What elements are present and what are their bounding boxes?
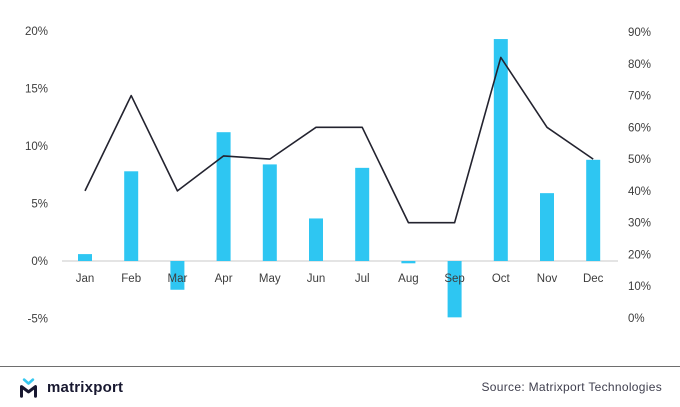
- bar-nov: [540, 193, 554, 261]
- right-axis-tick-label: 50%: [628, 154, 651, 166]
- right-axis-tick-label: 80%: [628, 59, 651, 71]
- left-axis-tick-label: 5%: [31, 199, 48, 211]
- bar-dec: [586, 159, 601, 261]
- bar-apr: [216, 132, 231, 261]
- month-label-mar: Mar: [167, 273, 187, 285]
- left-axis-tick-label: 10%: [25, 141, 48, 153]
- right-axis-tick-label: 20%: [628, 249, 651, 261]
- month-label-dec: Dec: [583, 273, 604, 285]
- right-axis-tick-label: 0%: [628, 313, 645, 325]
- month-label-jul: Jul: [355, 273, 370, 285]
- combo-chart: 20% 15% 10% 5% 0% -5% 90% 80% 70% 60% 50% 40% 30% 20%…: [25, 26, 651, 326]
- right-axis-tick-label: 70%: [628, 91, 651, 103]
- bar-mar: [170, 261, 185, 290]
- matrixport-logo-icon: [20, 377, 37, 398]
- month-label-aug: Aug: [398, 273, 418, 285]
- month-label-sep: Sep: [444, 273, 464, 285]
- bar-jul: [355, 167, 370, 261]
- right-axis-tick-label: 60%: [628, 122, 651, 134]
- bar-aug: [401, 261, 416, 264]
- left-axis-tick-label: 0%: [31, 256, 48, 268]
- month-label-feb: Feb: [121, 273, 141, 285]
- bar-sep: [447, 261, 462, 318]
- right-axis-tick-label: 30%: [628, 218, 651, 230]
- matrixport-brand: matrixport: [18, 377, 123, 398]
- left-axis-tick-label: 15%: [25, 84, 48, 96]
- matrixport-logo-text: matrixport: [47, 378, 124, 396]
- bar-jan: [78, 254, 92, 261]
- bar-oct: [493, 39, 508, 261]
- bar-feb: [124, 171, 139, 261]
- trend-line: [84, 56, 594, 224]
- right-axis-tick-label: 10%: [628, 281, 651, 293]
- month-label-jun: Jun: [307, 273, 326, 285]
- month-label-oct: Oct: [492, 273, 511, 285]
- right-axis-tick-label: 90%: [628, 27, 651, 39]
- bar-may: [262, 164, 277, 261]
- right-axis-tick-label: 40%: [628, 186, 651, 198]
- left-axis-tick-label: -5%: [28, 314, 48, 326]
- bar-jun: [309, 218, 323, 261]
- month-label-jan: Jan: [76, 273, 95, 285]
- footer: matrixport Source: Matrixport Technologi…: [0, 366, 680, 407]
- month-label-may: May: [259, 273, 281, 285]
- left-axis-tick-label: 20%: [25, 26, 48, 38]
- source-attribution: Source: Matrixport Technologies: [481, 380, 662, 394]
- month-label-nov: Nov: [537, 273, 558, 285]
- month-label-apr: Apr: [215, 273, 233, 285]
